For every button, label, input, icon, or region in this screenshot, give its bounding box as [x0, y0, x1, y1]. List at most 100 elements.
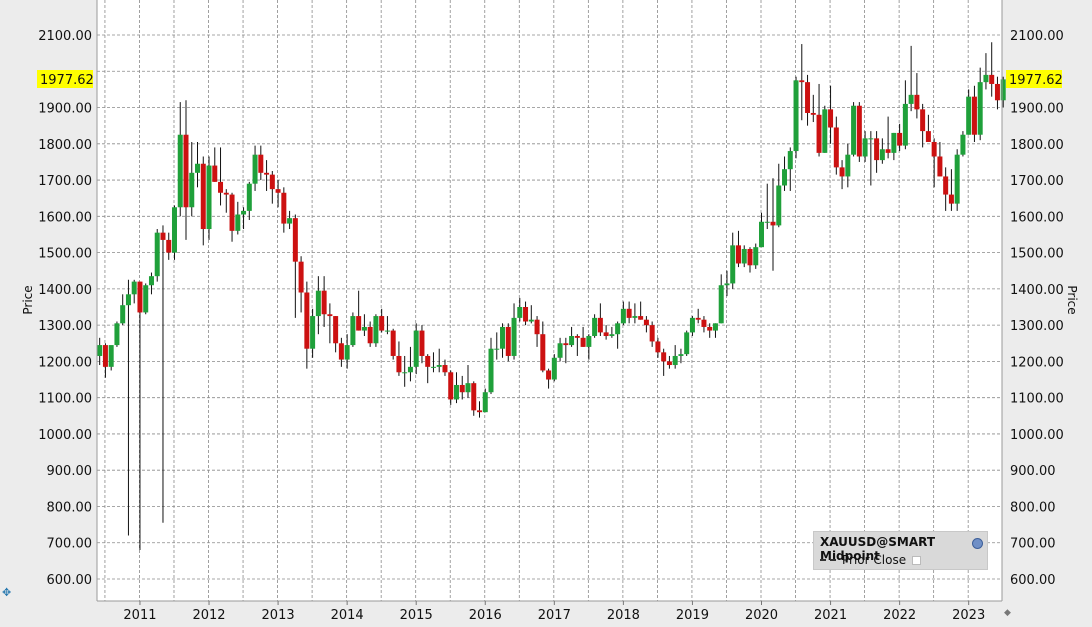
candle: [856, 102, 862, 162]
candle-body: [776, 185, 782, 226]
candle-body: [828, 109, 834, 128]
candle: [298, 256, 304, 313]
candle: [154, 229, 160, 282]
candle: [171, 205, 177, 260]
candle: [868, 131, 874, 186]
candle-body: [177, 134, 183, 208]
candle: [494, 332, 500, 360]
legend-entry-prior-close[interactable]: Prior Close: [820, 553, 922, 567]
candle-body: [885, 149, 891, 153]
candle: [764, 183, 770, 230]
candle-body: [580, 337, 586, 347]
candle: [361, 314, 367, 337]
candle-body: [333, 316, 339, 344]
y-tick-label-right: 1700.00: [1010, 174, 1064, 189]
y-tick-label-left: 1500.00: [38, 247, 92, 262]
globe-icon[interactable]: [972, 538, 983, 549]
candle: [580, 326, 586, 347]
candle: [655, 337, 661, 358]
candle-body: [655, 341, 661, 353]
candle: [782, 156, 788, 191]
candle-body: [983, 74, 989, 83]
candle: [258, 145, 264, 181]
checkbox-icon[interactable]: [912, 555, 922, 565]
candle: [108, 345, 114, 371]
x-tick-label: 2013: [262, 608, 295, 623]
candle: [413, 323, 419, 375]
candle: [977, 67, 983, 141]
candle-body: [971, 96, 977, 135]
candle-body: [505, 326, 511, 356]
candle: [741, 245, 747, 268]
candle-body: [609, 334, 615, 337]
candle-body: [223, 192, 229, 195]
plot-area: [97, 0, 1002, 601]
candle-body: [212, 165, 218, 182]
candle: [828, 85, 834, 144]
y-tick-label-right: 1300.00: [1010, 319, 1064, 334]
candle-body: [120, 305, 126, 324]
candle: [160, 225, 166, 523]
candle-body: [471, 383, 477, 411]
candle: [718, 274, 724, 324]
candle-body: [724, 283, 730, 286]
y-tick-label-left: 1200.00: [38, 355, 92, 370]
candle-body: [528, 319, 534, 322]
candle-body: [137, 281, 143, 313]
y-tick-label-right: 1000.00: [1010, 428, 1064, 443]
candle-body: [799, 80, 805, 83]
candle: [753, 243, 759, 269]
candle: [430, 352, 436, 373]
corner-handle-icon[interactable]: ◆: [1004, 608, 1011, 618]
candle-body: [396, 355, 402, 373]
y-axis-title-right: Price: [1065, 285, 1079, 314]
candle: [212, 147, 218, 182]
legend[interactable]: XAUUSD@SMART Midpoint Prior Close: [813, 531, 988, 570]
candle-body: [822, 109, 828, 153]
candle: [125, 279, 131, 536]
candle-body: [534, 319, 540, 335]
x-tick-label: 2017: [538, 608, 571, 623]
candle-body: [620, 308, 626, 324]
candle: [189, 141, 195, 217]
candle-body: [597, 317, 603, 333]
candle: [874, 131, 880, 173]
candle-body: [833, 127, 839, 168]
candle-body: [592, 317, 598, 337]
candle-body: [143, 285, 149, 313]
candle-body: [465, 383, 471, 393]
candle: [931, 138, 937, 188]
x-tick-label: 2019: [676, 608, 709, 623]
candle-body: [108, 345, 114, 367]
candle-body: [264, 172, 270, 175]
candle: [229, 192, 235, 242]
candle-body: [666, 361, 672, 366]
candle: [787, 147, 793, 191]
candle: [989, 42, 995, 97]
candle-body: [310, 316, 316, 349]
candle-body: [914, 94, 920, 110]
candle: [597, 303, 603, 337]
candle-body: [304, 292, 310, 349]
candle-body: [908, 94, 914, 104]
candle-body: [114, 323, 120, 346]
crosshair-tool-icon[interactable]: ✥: [2, 586, 12, 599]
candle: [908, 45, 914, 112]
candle-body: [379, 316, 385, 331]
candle: [793, 76, 799, 159]
candle-body: [793, 80, 799, 152]
y-tick-label-right: 1600.00: [1010, 210, 1064, 225]
y-tick-label-right: 1100.00: [1010, 392, 1064, 407]
y-tick-label-left: 2100.00: [38, 29, 92, 44]
candle-body: [856, 105, 862, 157]
candle: [661, 348, 667, 376]
candle-body: [879, 149, 885, 161]
candle: [436, 348, 442, 373]
candle: [407, 346, 413, 382]
candle: [810, 94, 816, 123]
candle-body: [661, 352, 667, 362]
candle-body: [862, 138, 868, 157]
candle-body: [419, 330, 425, 356]
candle: [333, 316, 339, 353]
candle: [281, 187, 287, 233]
